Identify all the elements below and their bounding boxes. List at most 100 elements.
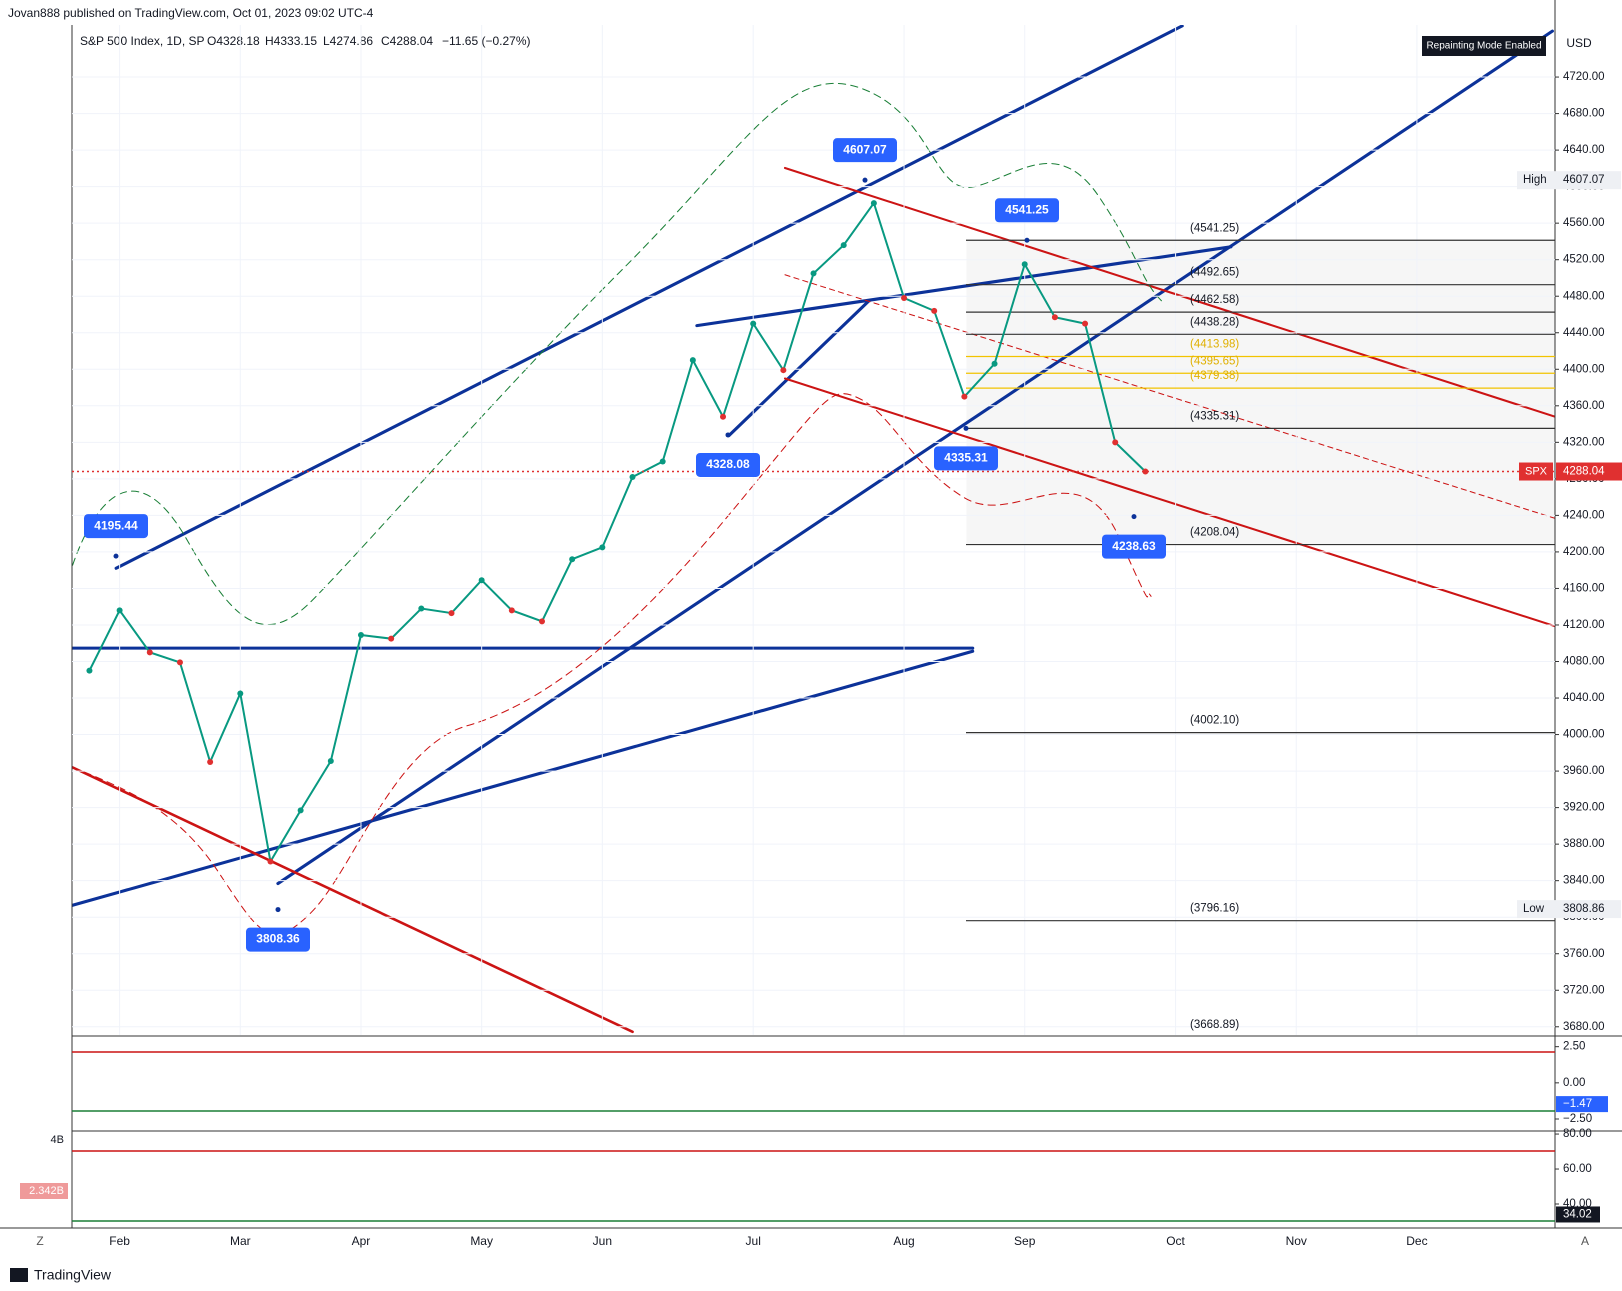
x-tick-label: Mar [230,1234,251,1248]
channel-line [783,166,1555,418]
y-tick-label: 4680.00 [1563,108,1605,120]
close-point [327,758,334,765]
y-tick-label: 4080.00 [1563,656,1605,668]
auto-button[interactable]: A [1581,1234,1589,1248]
y-tick-label: 4480.00 [1563,290,1605,302]
fib-label: (4335.31) [1190,410,1239,422]
pivot-label: 4195.44 [94,518,138,532]
legend: S&P 500 Index, 1D, SP O4328.18 H4333.15 … [80,34,531,48]
y-tick-label: 3960.00 [1563,765,1605,777]
pivot-label: 4335.31 [944,451,988,465]
y-tick-label: 2.50 [1563,1041,1585,1053]
fib-label: (4492.65) [1190,267,1239,279]
close-point [1112,439,1119,446]
x-tick-label: May [470,1234,493,1248]
y-tick-label: 4520.00 [1563,254,1605,266]
close-point [961,393,968,400]
rsi-last-box [1556,1206,1600,1223]
y-tick-label: 3920.00 [1563,802,1605,814]
price-line [88,200,1147,865]
close-point [1021,261,1028,268]
close-point [750,320,757,327]
close-point [539,618,545,625]
mode-badge[interactable] [1422,36,1546,56]
symbol-tag: SPX [1525,465,1548,477]
close-point [146,649,153,656]
pivot-dot [862,177,868,183]
close-point [1082,320,1089,327]
zoom-button[interactable]: Z [36,1234,43,1248]
high-value: 4607.07 [1563,174,1605,186]
close-point [840,242,847,249]
low-box [1517,900,1621,919]
close-point [659,458,666,465]
footer: TradingView [34,1267,112,1283]
trend-line [72,649,975,907]
pivot-label: 4541.25 [1005,202,1049,216]
close-point [478,577,485,584]
y-tick-label: 4560.00 [1563,217,1605,229]
pivot-dot [963,425,969,431]
channel-line [783,377,1555,628]
currency[interactable]: USD [1566,36,1592,50]
volume-last: 2.342B [29,1185,64,1197]
close-point [1142,468,1149,475]
symbol: S&P 500 Index, 1D, SP [80,34,205,48]
close-point [237,690,244,697]
close-point [418,605,425,612]
fib-label: (4002.10) [1190,715,1239,727]
logo [10,1268,28,1282]
close-point [1051,314,1058,321]
last-price-box [1556,462,1622,481]
close-point [86,667,93,674]
pivot-dot [725,432,731,438]
close-point [720,413,727,420]
close-point [357,632,364,639]
publisher: Jovan888 published on TradingView.com, O… [8,6,374,20]
close-point [689,357,696,364]
pivot-box [934,446,998,471]
y-tick-label: 4400.00 [1563,363,1605,375]
ohlc: −11.65 (−0.27%) [442,34,531,48]
close-point [297,807,304,814]
close-point [508,607,515,614]
close-point [991,360,998,367]
close-point [569,556,576,563]
fib-label: (3796.16) [1190,903,1239,915]
close-point [207,758,214,765]
mode-text[interactable]: Repainting Mode Enabled [1426,41,1541,52]
last-price: 4288.04 [1563,466,1605,478]
high-tag: High [1523,174,1547,186]
y-tick-label: 80.00 [1563,1128,1592,1140]
pivot-box [246,927,310,952]
ohlc: L4274.86 [323,34,373,48]
pivot-label: 4328.08 [706,457,750,471]
pivot-box [84,514,148,539]
close-point [870,200,877,207]
range-shade [966,240,1555,545]
fib-label: (4208.04) [1190,527,1239,539]
close-point [116,607,123,614]
trend-line [276,29,1554,886]
y-tick-label: 4720.00 [1563,71,1605,83]
y-tick-label: 4040.00 [1563,692,1605,704]
y-tick-label: 4320.00 [1563,436,1605,448]
x-tick-label: Jul [746,1234,761,1248]
y-tick-label: 4120.00 [1563,619,1605,631]
close-point [388,635,395,642]
close-point [176,659,183,666]
plot-layer: (4541.25) (4492.65) (4462.58) (4438.28) (441… [72,25,1555,1035]
y-tick-label: 3680.00 [1563,1021,1605,1033]
pivot-box [995,198,1059,223]
volume-last-box [20,1183,68,1199]
fib-label: (4462.58) [1190,294,1239,306]
channel-mid [784,274,1555,519]
pivot-label: 4607.07 [843,142,887,156]
close-point [267,858,274,865]
ohlc: O4328.18 [207,34,260,48]
y-tick-label: 4640.00 [1563,144,1605,156]
x-tick-label: Dec [1406,1234,1427,1248]
pivot-dot [113,553,119,559]
close-point [599,544,606,551]
